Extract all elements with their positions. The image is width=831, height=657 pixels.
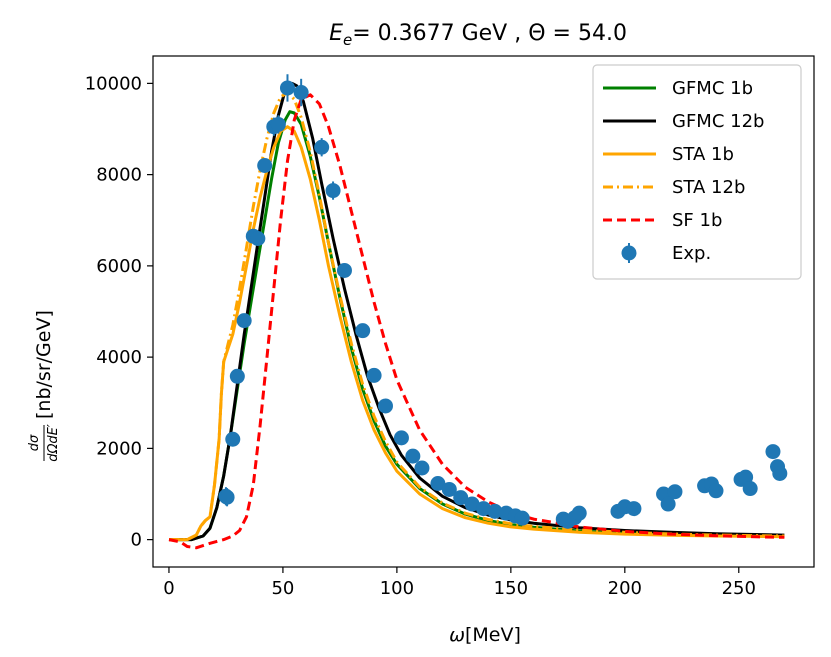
- exp-point: [464, 496, 480, 512]
- exp-point: [355, 323, 371, 339]
- title-rest: = 0.3677 GeV , Θ = 54.0: [352, 21, 627, 46]
- exp-point: [219, 489, 235, 505]
- legend-label: STA 1b: [672, 144, 734, 165]
- legend-label: SF 1b: [672, 210, 722, 231]
- y-tick-label: 8000: [96, 165, 142, 186]
- exp-point: [236, 313, 252, 329]
- exp-point: [229, 368, 245, 384]
- legend-label: GFMC 12b: [672, 111, 764, 132]
- exp-point: [279, 80, 295, 96]
- exp-point: [667, 484, 683, 500]
- legend-label: Exp.: [672, 243, 711, 264]
- exp-point: [225, 431, 241, 447]
- x-tick-label: 150: [494, 578, 528, 599]
- series-line-sf-1b: [168, 93, 785, 550]
- y-tick-label: 6000: [96, 256, 142, 277]
- exp-point: [414, 460, 430, 476]
- legend-label: STA 12b: [672, 177, 745, 198]
- legend-label: GFMC 1b: [672, 78, 753, 99]
- x-label-symbol: ω: [449, 624, 465, 646]
- title-subscript: e: [343, 31, 352, 49]
- exp-point: [366, 367, 382, 383]
- series-line-sta-12b: [169, 91, 785, 542]
- exp-point: [765, 444, 781, 460]
- experiment-layer: [218, 74, 788, 529]
- exp-point: [514, 510, 530, 526]
- y-label-numerator: dσ: [27, 434, 42, 451]
- y-tick-label: 0: [131, 530, 142, 551]
- exp-point: [430, 476, 446, 492]
- y-label-denominator: dΩdE′: [46, 424, 61, 462]
- exp-point: [377, 398, 393, 414]
- plot-frame: [152, 55, 815, 568]
- legend-swatch-exp: [621, 245, 637, 261]
- exp-point: [257, 158, 273, 173]
- x-tick-label: 50: [271, 578, 294, 599]
- exp-point: [626, 501, 642, 517]
- y-tick-label: 10000: [85, 73, 142, 94]
- title-symbol: E: [329, 21, 343, 46]
- y-tick-label: 2000: [96, 438, 142, 459]
- exp-point: [314, 139, 330, 155]
- exp-point: [742, 481, 758, 497]
- chart-title: Ee= 0.3677 GeV , Θ = 54.0: [329, 21, 627, 49]
- y-tick-label: 4000: [96, 347, 142, 368]
- y-label-units: [nb/sr/GeV]: [33, 310, 55, 419]
- exp-point: [660, 496, 676, 512]
- legend-box: [592, 64, 802, 280]
- x-tick-label: 100: [380, 578, 414, 599]
- exp-point: [441, 481, 457, 497]
- exp-point: [772, 465, 788, 481]
- exp-point: [325, 183, 341, 199]
- exp-point: [336, 262, 352, 278]
- axis-ticks: 0 50 100 150 200 250 0 2000 4000 6000 8000 10000: [85, 73, 756, 599]
- exp-point: [405, 448, 421, 464]
- exp-point: [270, 116, 286, 132]
- exp-point: [393, 430, 409, 446]
- exp-point: [453, 490, 469, 506]
- exp-point: [487, 503, 503, 519]
- legend: GFMC 1b GFMC 12b STA 1b STA 12b SF 1b Exp.: [592, 64, 802, 280]
- x-label-units: [MeV]: [465, 624, 521, 646]
- exp-point: [250, 231, 266, 246]
- exp-point: [571, 505, 587, 521]
- x-tick-label: 0: [163, 578, 174, 599]
- x-tick-label: 200: [608, 578, 642, 599]
- y-axis-label: dσ dΩdE′ [nb/sr/GeV]: [27, 310, 61, 462]
- x-axis-label: ω[MeV]: [449, 624, 521, 646]
- exp-point: [708, 483, 724, 499]
- exp-point: [476, 501, 491, 517]
- x-tick-label: 250: [722, 578, 756, 599]
- exp-point: [738, 469, 754, 485]
- exp-point: [293, 85, 309, 100]
